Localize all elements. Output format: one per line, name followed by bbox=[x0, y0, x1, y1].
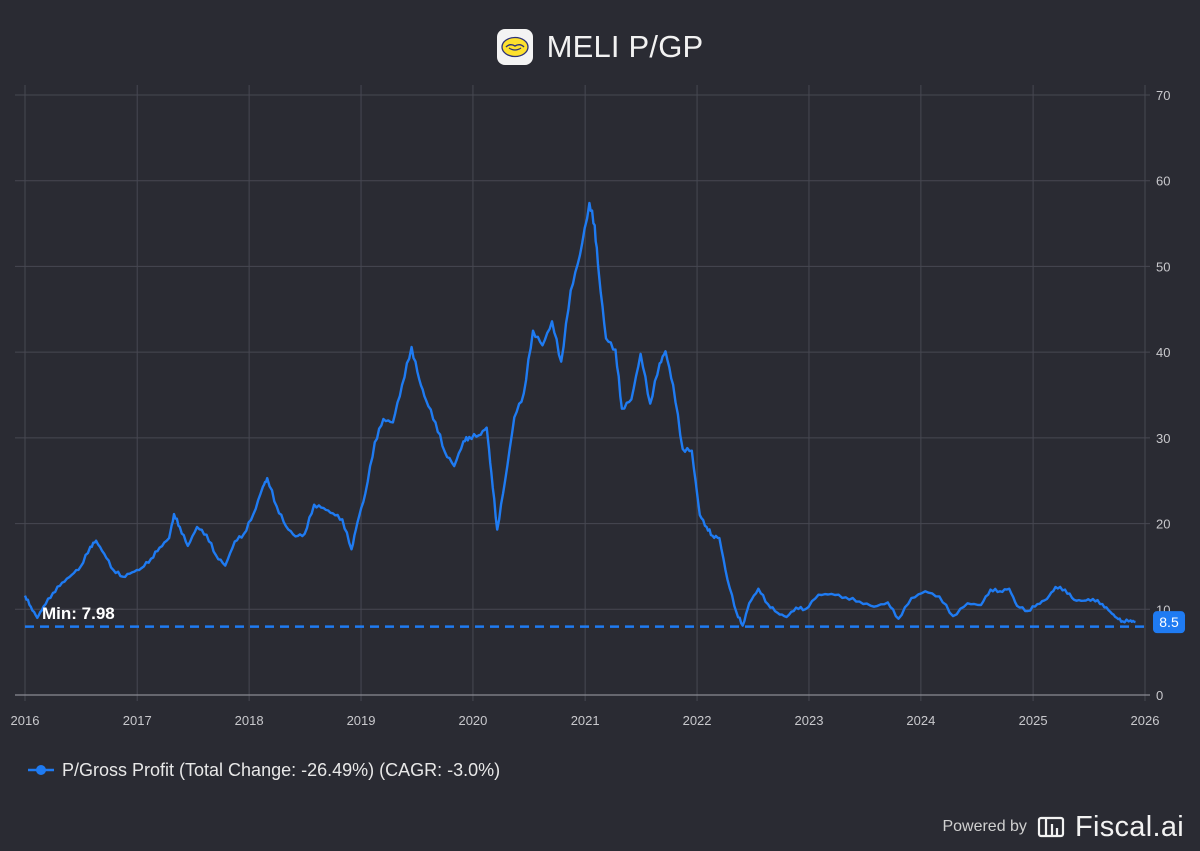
chart-legend[interactable]: P/Gross Profit (Total Change: -26.49%) (… bbox=[28, 757, 500, 783]
min-annotation-label: Min: 7.98 bbox=[42, 604, 115, 623]
x-axis-ticks: 2016 2017 2018 2019 2020 2021 2022 2023 2024 2025… bbox=[11, 713, 1160, 728]
x-tick-label: 2017 bbox=[123, 713, 152, 728]
chart-title-bar: MELI P/GP bbox=[0, 22, 1200, 72]
last-value-badge: 8.5 bbox=[1153, 611, 1185, 634]
last-value-badge-text: 8.5 bbox=[1159, 614, 1179, 630]
fiscal-ai-logo-icon bbox=[1037, 816, 1065, 838]
mercado-libre-handshake-icon bbox=[496, 29, 533, 65]
x-tick-label: 2016 bbox=[11, 713, 40, 728]
powered-by-text: Powered by bbox=[942, 818, 1027, 835]
x-tick-label: 2022 bbox=[683, 713, 712, 728]
x-tick-label: 2025 bbox=[1019, 713, 1048, 728]
y-tick-label: 20 bbox=[1156, 517, 1170, 532]
legend-line-dot-icon bbox=[28, 765, 54, 775]
last-value-badge-bg bbox=[1153, 611, 1185, 634]
y-tick-label: 30 bbox=[1156, 431, 1170, 446]
x-tick-label: 2024 bbox=[906, 713, 935, 728]
chart-title: MELI P/GP bbox=[546, 29, 704, 64]
series-line-p-gross-profit bbox=[23, 201, 1136, 627]
y-tick-label: 0 bbox=[1156, 688, 1163, 703]
y-tick-label: 40 bbox=[1156, 345, 1170, 360]
grid-lines bbox=[15, 85, 1150, 701]
x-tick-label: 2019 bbox=[347, 713, 376, 728]
x-tick-label: 2021 bbox=[571, 713, 600, 728]
y-tick-label: 70 bbox=[1156, 88, 1170, 103]
x-tick-label: 2018 bbox=[235, 713, 264, 728]
legend-label: P/Gross Profit (Total Change: -26.49%) (… bbox=[62, 759, 501, 780]
x-tick-label: 2023 bbox=[795, 713, 824, 728]
powered-by-footer: Powered by Fiscal.ai bbox=[942, 808, 1184, 846]
y-tick-label: 60 bbox=[1156, 174, 1170, 189]
x-tick-label: 2026 bbox=[1131, 713, 1160, 728]
fiscal-ai-brand: Fiscal.ai bbox=[1074, 810, 1184, 843]
x-tick-label: 2020 bbox=[458, 713, 487, 728]
y-tick-label: 50 bbox=[1156, 259, 1170, 274]
